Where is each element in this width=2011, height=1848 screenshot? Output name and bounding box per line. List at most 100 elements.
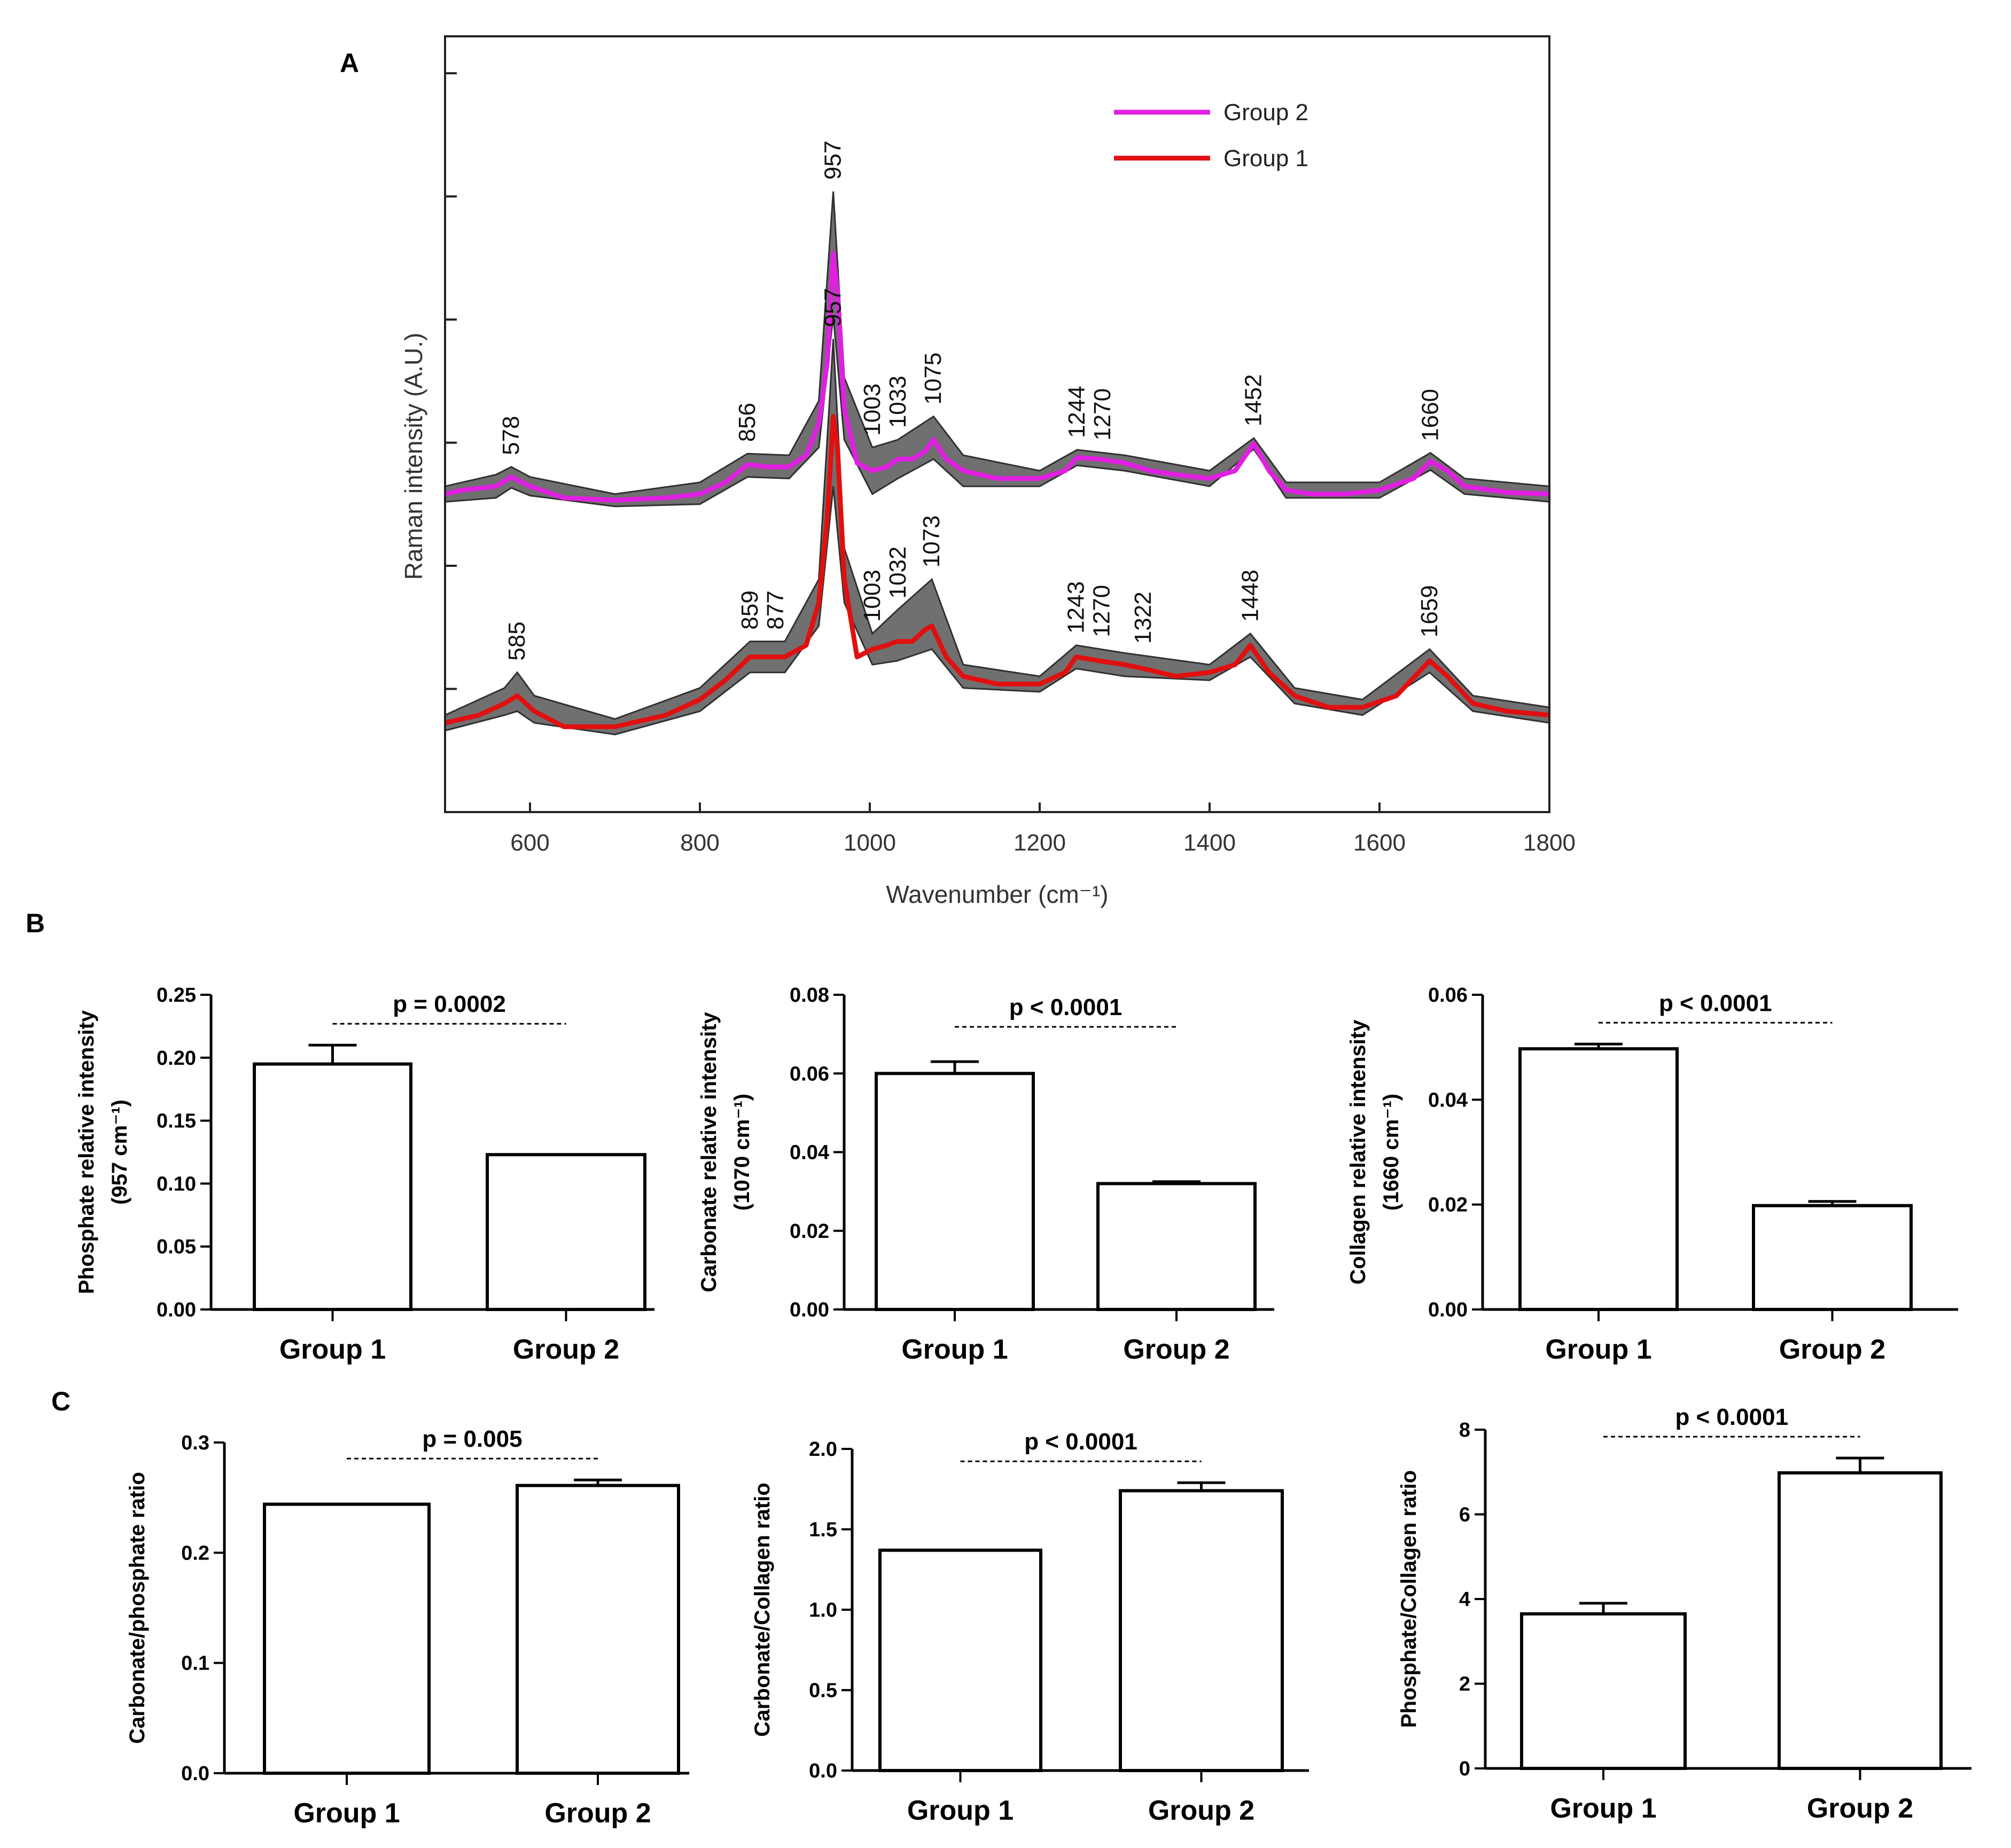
plot-frame [444, 35, 1550, 813]
y-tick-label: 0.15 [157, 1110, 196, 1133]
y-tick-label: 6 [1459, 1504, 1470, 1526]
p-value-label: p < 0.0001 [1659, 990, 1772, 1016]
y-axis-title: Carbonate relative intensity [697, 1011, 721, 1292]
category-label: Group 2 [544, 1798, 651, 1829]
peak-label: 1003 [859, 384, 885, 436]
p-value-label: p = 0.005 [422, 1426, 522, 1452]
peak-label: 1033 [885, 376, 911, 428]
bar [878, 1548, 1042, 1772]
y-tick-label: 0.2 [181, 1542, 209, 1564]
bar [486, 1153, 646, 1311]
y-tick-label: 0.02 [1428, 1194, 1468, 1217]
y-tick-label: 0.08 [790, 984, 829, 1007]
y-axis-title: (1070 cm⁻¹) [730, 1094, 754, 1211]
series-line-1 [444, 414, 1550, 729]
y-axis-title: (1660 cm⁻¹) [1379, 1094, 1403, 1211]
panel-label-b: B [26, 908, 45, 938]
category-label: Group 1 [907, 1795, 1014, 1826]
y-tick-label: 2.0 [809, 1438, 837, 1461]
y-axis-title: (957 cm⁻¹) [108, 1100, 131, 1205]
peak-label: 1073 [918, 516, 945, 568]
y-tick-label: 0.00 [157, 1299, 196, 1321]
y-tick-label: 0.04 [1428, 1089, 1468, 1111]
peak-label: 957 [820, 288, 846, 327]
peak-label: 1659 [1416, 585, 1443, 637]
sd-band-0 [444, 191, 1550, 508]
y-tick-label: 2 [1459, 1673, 1470, 1696]
peak-label: 1270 [1089, 388, 1116, 441]
bar [263, 1502, 431, 1775]
bar [875, 1072, 1035, 1311]
y-tick-label: 0.25 [157, 984, 196, 1007]
p-value-label: p < 0.0001 [1009, 994, 1123, 1020]
peak-label: 859 [737, 590, 763, 629]
y-tick-label: 1.0 [809, 1599, 837, 1621]
bar [516, 1484, 680, 1775]
y-tick-label: 8 [1459, 1419, 1470, 1441]
bar-chart-phosphate-collagen: 0 2 4 6 8 Group 1 Group 2 p < 0.0001 Phosphate/C… [1397, 1404, 1971, 1824]
peak-label: 1270 [1088, 585, 1114, 637]
bar [1520, 1612, 1687, 1771]
category-label: Group 1 [901, 1334, 1008, 1365]
peak-label: 578 [498, 416, 524, 455]
bar-chart-carbonate: 0.00 0.02 0.04 0.06 0.08 Group 1 Group 2 p < 0.… [697, 984, 1274, 1365]
peak-label: 1032 [885, 547, 911, 599]
y-tick-label: 0.10 [157, 1173, 196, 1195]
y-tick-label: 0.02 [790, 1220, 829, 1243]
x-tick-label: 1000 [844, 830, 896, 856]
y-axis-title: Phosphate/Collagen ratio [1397, 1470, 1421, 1728]
x-tick-label: 1400 [1183, 830, 1236, 856]
y-axis-title: Raman intensity (A.U.) [400, 333, 427, 580]
y-axis-title: Carbonate/phosphate ratio [126, 1472, 149, 1744]
category-label: Group 1 [1545, 1334, 1651, 1365]
peak-label: 1660 [1417, 389, 1443, 441]
y-tick-label: 0.00 [790, 1299, 829, 1321]
y-tick-label: 0.00 [1428, 1299, 1468, 1321]
x-tick-label: 600 [510, 830, 549, 856]
series-line-0 [444, 251, 1550, 503]
x-tick-label: 1200 [1014, 830, 1066, 856]
x-axis-title: Wavenumber (cm⁻¹) [886, 880, 1108, 908]
y-tick-label: 0.04 [790, 1142, 829, 1164]
peak-label: 1448 [1237, 570, 1263, 622]
y-tick-label: 0 [1459, 1758, 1470, 1780]
bar-chart-phosphate: 0.00 0.05 0.10 0.15 0.20 0.25 Group 1 Group 2 p … [75, 984, 654, 1365]
x-tick-label: 800 [680, 830, 719, 856]
peak-label: 1243 [1063, 581, 1089, 634]
category-label: Group 1 [279, 1334, 386, 1365]
y-tick-label: 0.20 [157, 1047, 196, 1070]
y-tick-label: 1.5 [809, 1519, 837, 1541]
p-value-label: p = 0.0002 [393, 991, 506, 1017]
y-tick-label: 0.05 [157, 1236, 196, 1258]
peak-label: 877 [762, 590, 789, 629]
sd-band-1 [444, 339, 1550, 736]
bar [1778, 1471, 1943, 1770]
bar-chart-collagen: 0.00 0.02 0.04 0.06 Group 1 Group 2 p < 0.0001… [1346, 984, 1958, 1365]
y-tick-label: 0.0 [809, 1760, 837, 1782]
p-value-label: p < 0.0001 [1675, 1404, 1788, 1430]
y-tick-label: 0.1 [181, 1652, 209, 1675]
bar [1752, 1204, 1913, 1311]
panel-label-c: C [51, 1386, 71, 1416]
y-tick-label: 0.06 [790, 1063, 829, 1085]
bar [1119, 1489, 1284, 1772]
legend-label: Group 2 [1223, 99, 1308, 126]
panel-label-a: A [340, 48, 359, 78]
peak-label: 1322 [1130, 591, 1156, 644]
peak-label: 856 [734, 403, 760, 442]
bar-chart-carbonate-phosphate: 0.0 0.1 0.2 0.3 Group 1 Group 2 p = 0.005 Carbo… [126, 1426, 689, 1829]
peak-label: 1452 [1241, 374, 1267, 426]
bar-chart-carbonate-collagen: 0.0 0.5 1.0 1.5 2.0 Group 1 Group 2 p < 0.0001 C… [751, 1429, 1309, 1826]
peak-label: 1003 [859, 570, 885, 622]
category-label: Group 2 [1148, 1795, 1254, 1826]
bar [253, 1062, 412, 1311]
p-value-label: p < 0.0001 [1024, 1429, 1137, 1455]
category-label: Group 2 [1123, 1334, 1229, 1365]
y-axis-title: Carbonate/Collagen ratio [751, 1483, 774, 1737]
peak-label: 1244 [1064, 386, 1090, 438]
peak-label: 585 [504, 621, 530, 660]
category-label: Group 1 [293, 1798, 400, 1829]
x-tick-label: 1600 [1353, 830, 1406, 856]
